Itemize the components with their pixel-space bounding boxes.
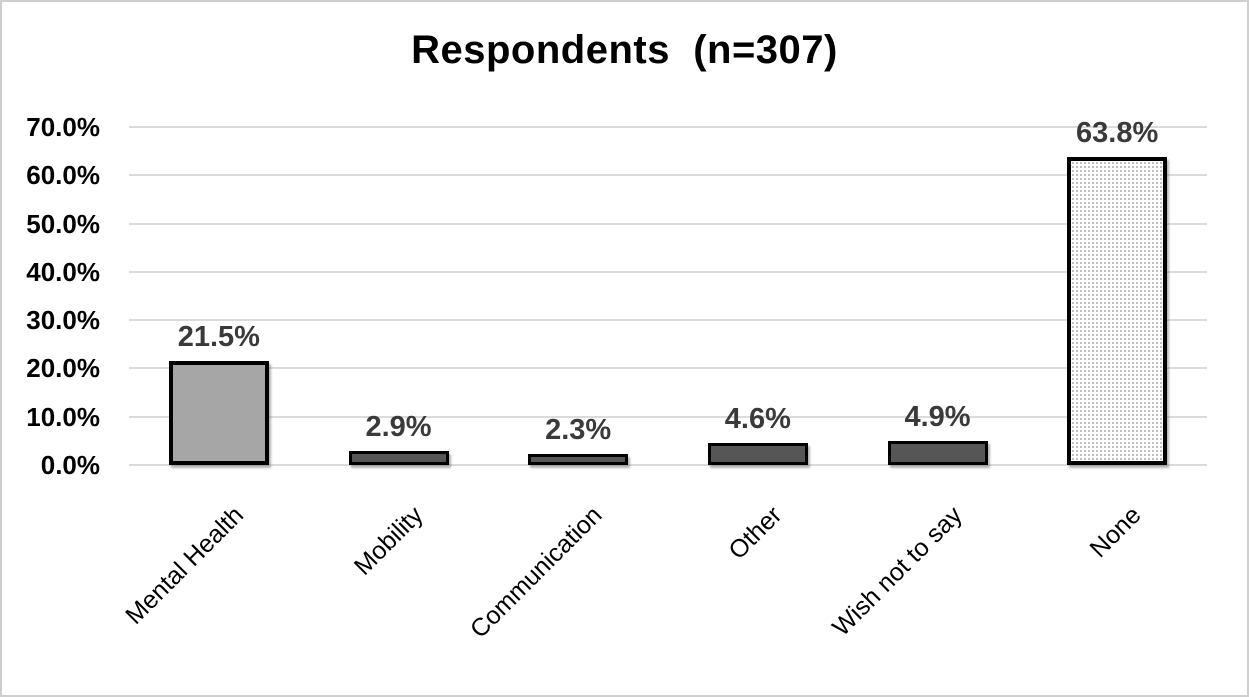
x-axis-label-other: Other — [723, 501, 788, 566]
bar-value-label-communication: 2.3% — [545, 414, 612, 446]
bar-value-label-other: 4.6% — [724, 403, 791, 435]
bar-none — [1067, 157, 1168, 465]
gridline — [129, 415, 1207, 418]
y-tick-label: 60.0% — [26, 160, 100, 191]
bar-other — [707, 443, 808, 465]
bar-mental-health — [168, 361, 269, 465]
y-tick-label: 50.0% — [26, 208, 100, 239]
gridline — [129, 367, 1207, 370]
bar-value-label-mobility: 2.9% — [365, 411, 432, 443]
y-tick-label: 20.0% — [26, 353, 100, 384]
gridline — [129, 319, 1207, 322]
y-tick-label: 10.0% — [26, 401, 100, 432]
gridline — [129, 222, 1207, 225]
gridline — [129, 126, 1207, 128]
bar-value-label-mental-health: 21.5% — [177, 321, 260, 353]
bar-wish-not-to-say — [887, 441, 988, 465]
gridline — [129, 464, 1207, 466]
bar-value-label-wish-not-to-say: 4.9% — [904, 401, 971, 433]
y-tick-label: 40.0% — [26, 256, 100, 287]
bar-communication — [528, 454, 629, 465]
bar-value-label-none: 63.8% — [1076, 117, 1159, 149]
gridline — [129, 174, 1207, 177]
x-axis-label-mental-health: Mental Health — [119, 501, 249, 630]
plot-area: 21.5% 2.9% 2.3% 4.6% 4.9% 63.8% — [129, 117, 1207, 466]
y-tick-label: 70.0% — [26, 112, 100, 142]
chart-title: Respondents (n=307) — [411, 28, 838, 72]
bar-mobility — [348, 451, 449, 465]
y-tick-label: 0.0% — [40, 450, 100, 480]
y-tick-label: 30.0% — [26, 305, 100, 336]
x-axis-label-wish-not-to-say: Wish not to say — [826, 501, 968, 642]
x-axis-label-communication: Communication — [465, 501, 608, 644]
x-axis-label-none: None — [1084, 501, 1147, 564]
gridline — [129, 270, 1207, 273]
x-axis-label-mobility: Mobility — [348, 501, 429, 581]
